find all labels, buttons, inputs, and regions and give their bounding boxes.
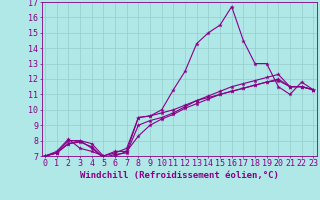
X-axis label: Windchill (Refroidissement éolien,°C): Windchill (Refroidissement éolien,°C) (80, 171, 279, 180)
